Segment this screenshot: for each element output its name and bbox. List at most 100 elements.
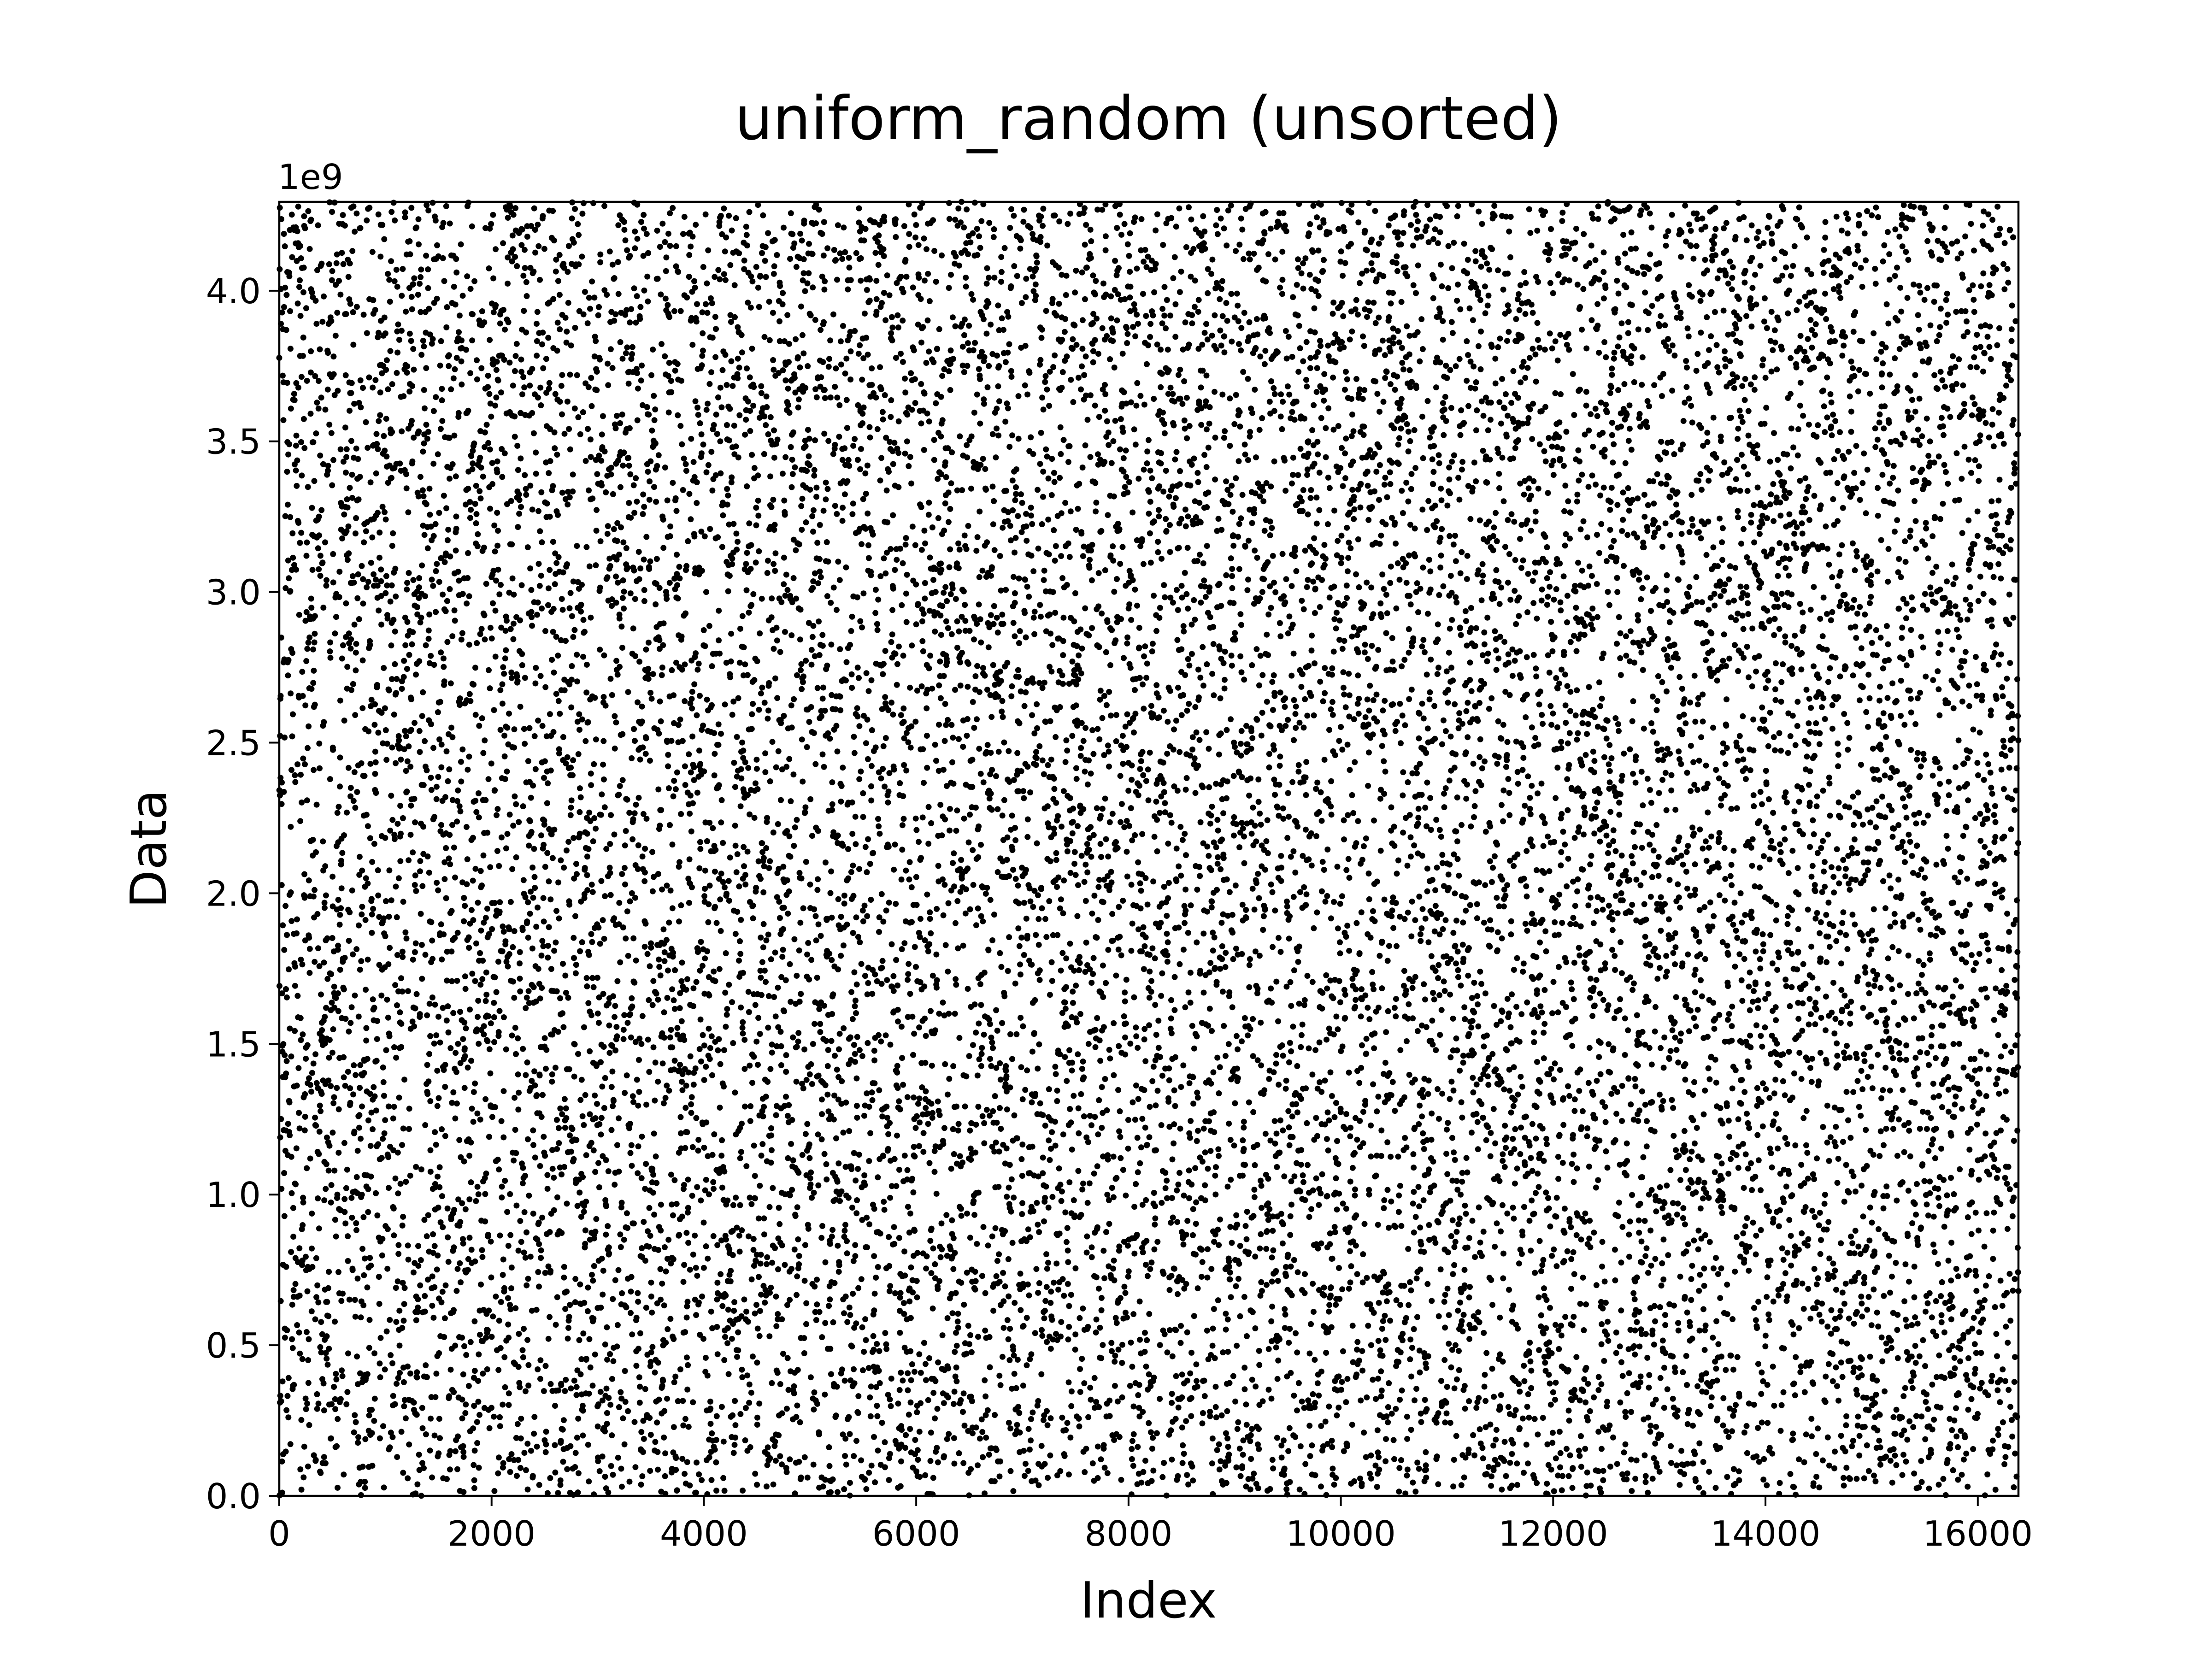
scatter-point [524,1337,531,1343]
scatter-point [764,570,771,576]
scatter-point [331,392,338,398]
scatter-point [600,1291,606,1298]
scatter-point [535,561,542,567]
scatter-point [385,1154,392,1160]
scatter-point [726,437,732,444]
scatter-point [383,898,389,904]
scatter-point [389,543,395,549]
scatter-point [780,224,787,231]
scatter-point [378,992,385,999]
scatter-point [640,491,647,498]
scatter-point [643,647,649,653]
scatter-point [717,1105,723,1111]
scatter-point [453,1069,459,1075]
scatter-point [625,380,632,387]
scatter-point [635,1290,641,1296]
scatter-point [382,1366,388,1373]
scatter-point [399,948,406,955]
scatter-point [531,1414,538,1420]
scatter-point [528,829,535,835]
scatter-point [491,707,497,713]
scatter-point [430,1231,436,1237]
scatter-point [596,1468,603,1474]
scatter-point [478,1281,484,1288]
scatter-point [571,405,578,412]
scatter-point [489,481,496,487]
scatter-point [543,356,549,362]
scatter-point [682,698,688,704]
scatter-point [567,590,574,596]
scatter-point [494,469,500,476]
scatter-point [688,1101,694,1107]
scatter-point [505,1321,512,1328]
scatter-point [471,1485,477,1491]
scatter-point [717,650,723,657]
scatter-point [611,831,618,838]
scatter-point [698,1058,704,1065]
scatter-point [513,1202,520,1209]
scatter-point [460,1443,466,1449]
scatter-point [560,1417,567,1424]
scatter-point [430,582,436,589]
scatter-point [550,729,557,735]
scatter-point [594,1010,601,1017]
scatter-point [677,423,684,429]
scatter-point [469,971,476,977]
scatter-point [390,1115,396,1122]
scatter-point [631,567,637,574]
scatter-point [764,1261,770,1267]
scatter-point [313,849,319,855]
scatter-point [634,417,641,424]
scatter-point [423,1362,429,1369]
scatter-point [368,1262,374,1269]
scatter-point [725,1325,731,1331]
scatter-point [466,753,472,760]
scatter-point [632,228,638,235]
scatter-point [356,871,363,878]
scatter-point [486,1425,493,1431]
scatter-point [354,1275,361,1282]
scatter-point [622,237,629,244]
scatter-point [678,1018,685,1024]
scatter-point [421,1217,428,1223]
scatter-point [737,951,744,957]
scatter-point [763,274,769,280]
scatter-point [582,288,588,295]
scatter-point [570,488,576,494]
scatter-point [579,939,585,946]
scatter-point [610,1358,617,1365]
scatter-point [606,1000,612,1006]
scatter-point [541,775,547,781]
scatter-point [583,1356,589,1362]
scatter-point [464,856,471,863]
scatter-point [721,205,727,212]
scatter-point [570,471,576,478]
scatter-point [395,1375,401,1381]
scatter-point [433,1032,440,1039]
scatter-point [441,1334,447,1340]
scatter-point [394,1002,400,1008]
scatter-point [761,1215,767,1222]
scatter-point [654,1449,661,1455]
scatter-point [295,384,301,391]
scatter-point [725,1371,732,1377]
scatter-point [750,902,756,909]
scatter-point [307,369,314,376]
scatter-point [633,957,639,964]
scatter-point [711,422,717,428]
scatter-point [536,1482,542,1488]
scatter-point [443,324,450,330]
scatter-point [562,314,569,321]
scatter-point [464,273,471,280]
scatter-point [618,624,625,630]
scatter-point [590,1147,597,1153]
scatter-point [594,1100,600,1107]
scatter-point [294,916,300,923]
scatter-point [735,375,741,382]
scatter-point [586,563,593,570]
scatter-point [349,1214,355,1221]
scatter-point [561,1274,567,1281]
scatter-point [586,1390,592,1397]
scatter-point [518,356,524,363]
scatter-point [692,284,698,291]
